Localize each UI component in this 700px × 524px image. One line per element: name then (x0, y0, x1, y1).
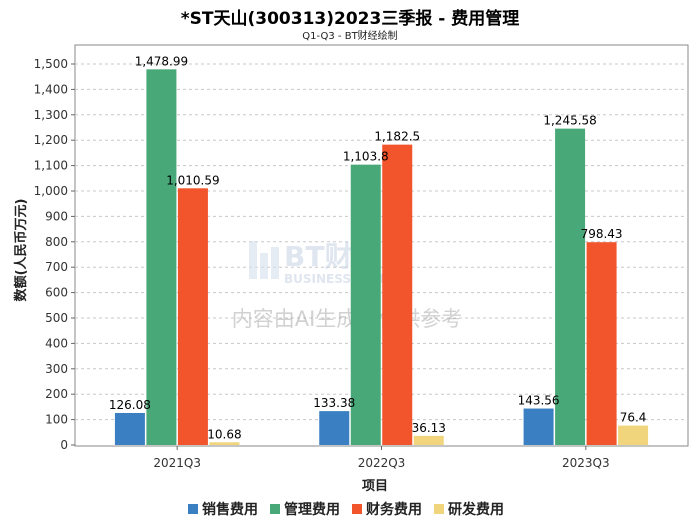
plot-area (74, 44, 689, 447)
bar-销售费用-2021Q3 (114, 412, 145, 445)
data-labels: 126.08 1,478.99 1,010.59 10.68 133.38 1,103.8… (109, 54, 647, 441)
y-tick-label: 1,300 (34, 108, 68, 122)
data-label: 143.56 (518, 394, 560, 408)
y-tick-label: 1,200 (34, 133, 68, 147)
y-tick-label: 1,400 (34, 82, 68, 96)
y-tick-label: 800 (45, 235, 68, 249)
bar-财务费用-2021Q3 (177, 188, 208, 446)
data-label: 36.13 (412, 421, 446, 435)
chart-subtitle: Q1-Q3 - BT财经绘制 (302, 31, 398, 42)
data-label: 1,245.58 (543, 114, 596, 128)
y-tick-label: 300 (45, 362, 68, 376)
bar-研发费用-2023Q3 (618, 425, 649, 445)
data-label: 1,182.5 (374, 130, 420, 144)
watermark-notice: 内容由AI生成，仅供参考 (232, 307, 463, 331)
legend-swatch-销售费用 (188, 504, 198, 514)
bars (114, 69, 649, 446)
data-label: 798.43 (581, 227, 623, 241)
grid-lines (75, 63, 688, 421)
data-label: 1,103.8 (343, 150, 389, 164)
legend-label-财务费用: 财务费用 (365, 501, 422, 518)
bar-管理费用-2022Q3 (350, 164, 381, 445)
y-tick-label: 500 (45, 311, 68, 325)
watermark-logo-bar2-icon (271, 247, 279, 279)
data-label: 126.08 (109, 398, 151, 412)
data-label: 1,478.99 (135, 54, 188, 68)
bar-管理费用-2023Q3 (555, 128, 586, 445)
chart-title: *ST天山(300313)2023三季报 - 费用管理 (180, 9, 520, 29)
bar-财务费用-2023Q3 (586, 242, 617, 445)
y-tick-label: 0 (60, 438, 68, 452)
y-tick-label: 1,100 (34, 159, 68, 173)
data-label: 10.68 (207, 427, 241, 441)
bar-研发费用-2021Q3 (209, 442, 240, 445)
legend-label-管理费用: 管理费用 (284, 501, 340, 518)
x-tick-label: 2021Q3 (153, 456, 201, 470)
y-tick-label: 1,000 (34, 184, 68, 198)
legend-swatch-研发费用 (434, 504, 444, 514)
bar-销售费用-2022Q3 (319, 411, 350, 445)
data-label: 76.4 (620, 411, 647, 425)
watermark-logo-bar-icon (260, 253, 268, 279)
y-tick-label: 900 (45, 209, 68, 223)
x-tick-label: 2022Q3 (358, 456, 406, 470)
y-tick-label: 400 (45, 336, 68, 350)
y-tick-label: 1,500 (34, 57, 68, 71)
legend: 销售费用 管理费用 财务费用 研发费用 (188, 501, 504, 518)
y-axis-title: 数额(人民币万元) (13, 199, 29, 302)
y-tick-label: 100 (45, 413, 68, 427)
legend-swatch-管理费用 (270, 504, 280, 514)
y-axis-ticks: 0 100 200 300 400 500 600 700 800 900 1,000 1,100 1,… (34, 57, 75, 452)
bar-销售费用-2023Q3 (523, 408, 554, 445)
legend-swatch-财务费用 (352, 504, 362, 514)
data-label: 1,010.59 (166, 173, 219, 187)
bar-财务费用-2022Q3 (382, 144, 413, 445)
watermark-logo-icon (249, 241, 257, 279)
y-tick-label: 600 (45, 286, 68, 300)
bar-管理费用-2021Q3 (146, 69, 177, 445)
legend-label-销售费用: 销售费用 (202, 501, 258, 518)
legend-label-研发费用: 研发费用 (448, 501, 504, 518)
data-label: 133.38 (313, 396, 355, 410)
x-axis-title: 项目 (362, 479, 388, 494)
x-axis-ticks: 2021Q3 2022Q3 2023Q3 (153, 446, 610, 470)
y-tick-label: 700 (45, 260, 68, 274)
y-tick-label: 200 (45, 387, 68, 401)
x-tick-label: 2023Q3 (562, 456, 610, 470)
bar-研发费用-2022Q3 (413, 435, 444, 445)
